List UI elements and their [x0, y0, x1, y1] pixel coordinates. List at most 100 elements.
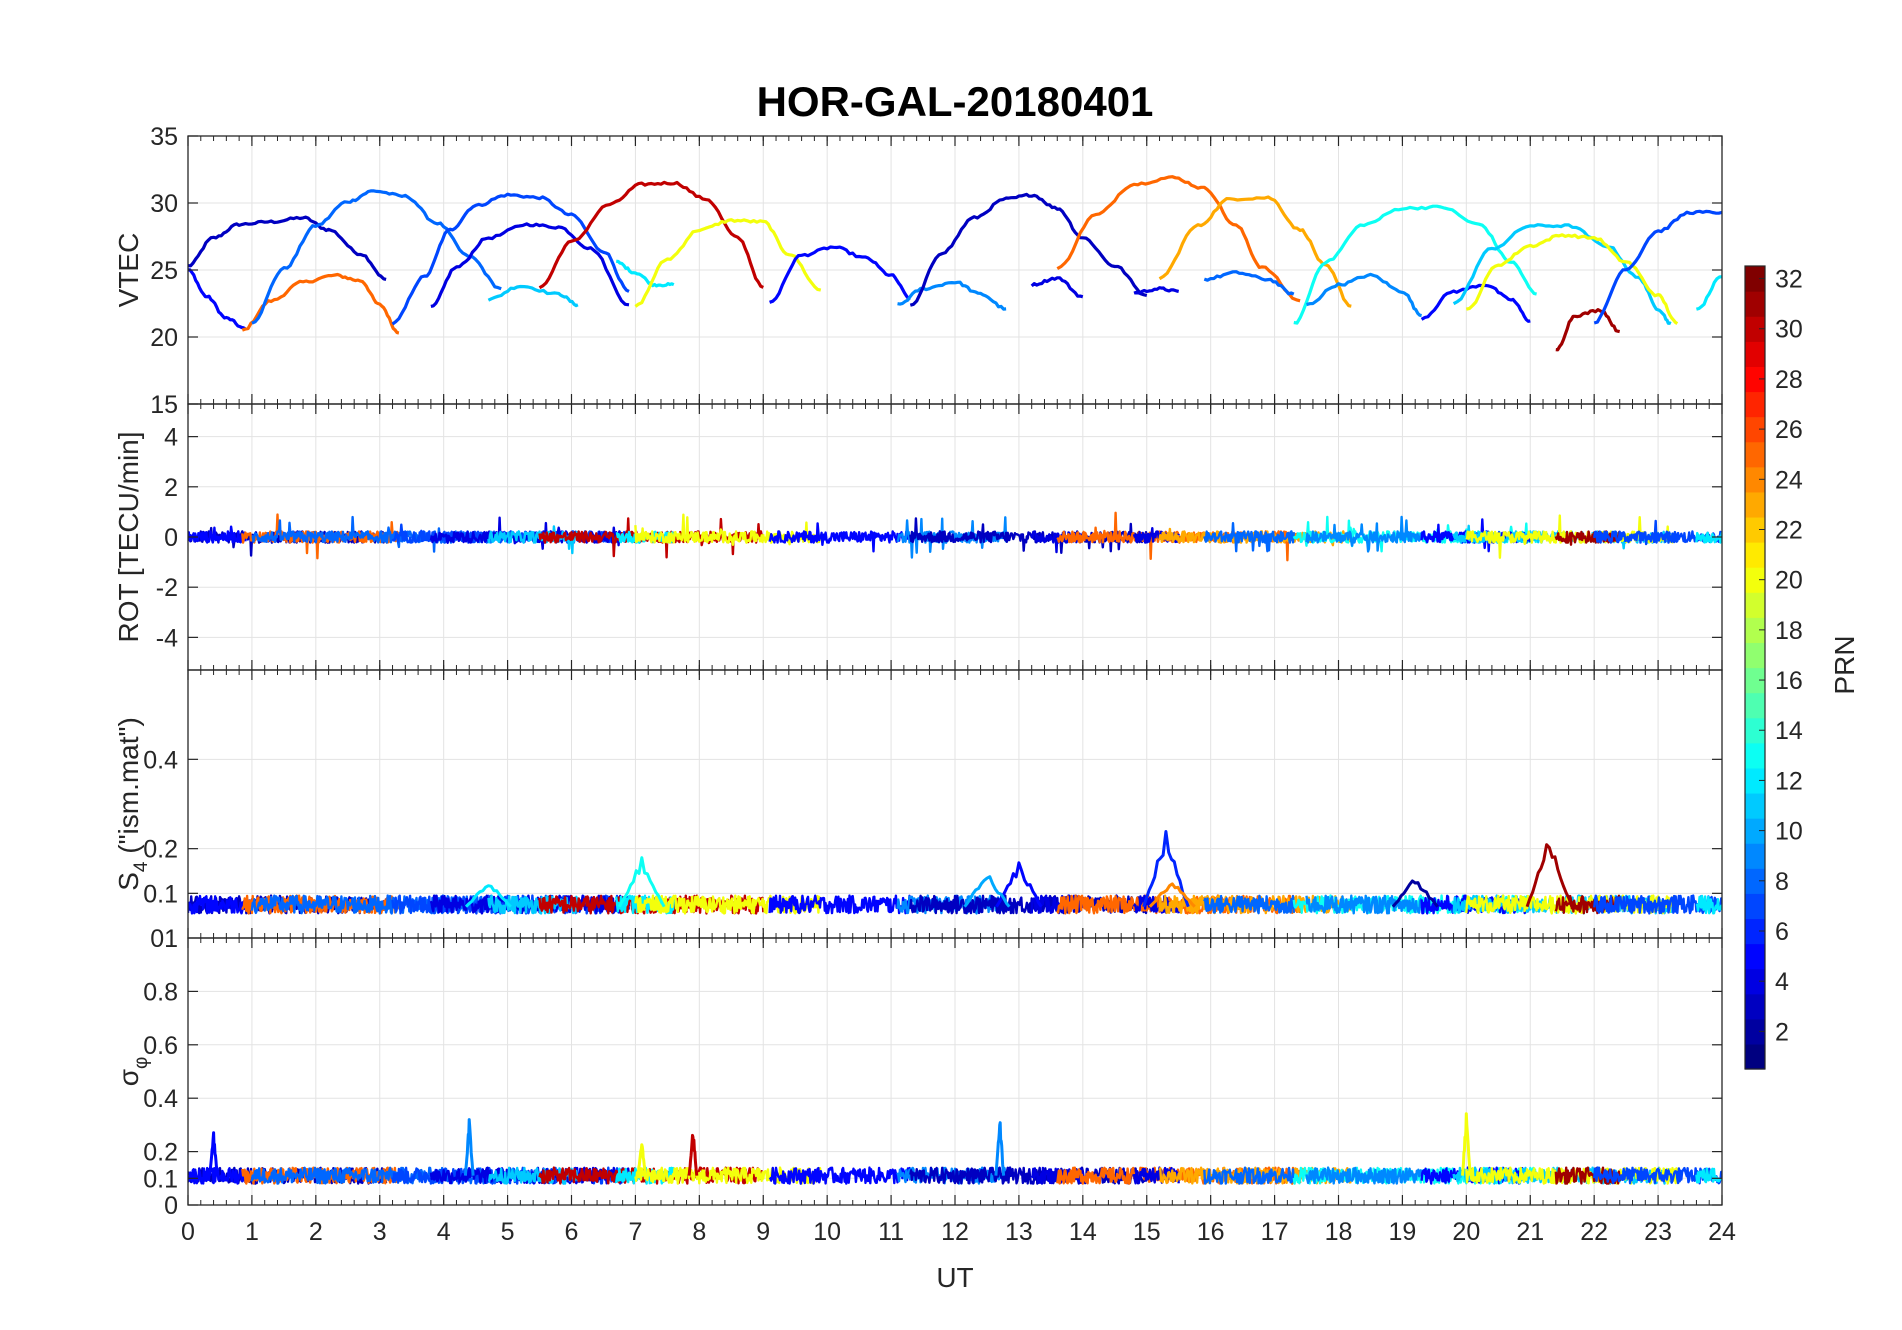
x-tick-label: 9: [756, 1218, 770, 1246]
colorbar-band: [1745, 968, 1765, 995]
x-tick-label: 1: [245, 1218, 259, 1246]
colorbar-band: [1745, 291, 1765, 317]
chart-title: HOR-GAL-20180401: [757, 78, 1154, 125]
vtec-series-prn-5: [1420, 283, 1531, 323]
vtec-series-prn-4: [430, 222, 630, 308]
y-tick-label: 35: [150, 123, 178, 151]
vtec-series-prn-25: [1056, 175, 1301, 303]
x-tick-label: 11: [878, 1218, 904, 1246]
colorbar-tick-label: 10: [1775, 818, 1803, 846]
x-tick-label: 19: [1389, 1218, 1417, 1246]
sigma-peak-prn-20: [636, 1143, 648, 1176]
s4-series-prn-4: [1132, 894, 1180, 914]
vtec-series-prn-11: [487, 284, 579, 308]
colorbar-tick-label: 4: [1775, 968, 1789, 996]
y-tick-label: -2: [156, 574, 178, 602]
colorbar-band: [1745, 818, 1765, 844]
vtec-series-prn-7: [1593, 209, 1722, 325]
s4-series-prn-9: [1305, 894, 1423, 915]
colorbar-band: [1745, 692, 1765, 719]
colorbar-band: [1745, 1018, 1765, 1045]
colorbar-band: [1745, 266, 1765, 292]
s4-peak-prn-12: [464, 884, 512, 908]
x-tick-label: 15: [1133, 1218, 1161, 1246]
s4-series-prn-12: [1695, 894, 1722, 915]
y-tick-label: 0.2: [143, 1139, 178, 1167]
vtec-series-prn-31: [1555, 308, 1621, 352]
panel-s4: 0.1 0.2 0.4 01 S4 ("ism.mat"): [113, 669, 1723, 953]
x-tick-label: 22: [1580, 1218, 1608, 1246]
sigma-peak-prn-5: [208, 1131, 219, 1176]
vtec-series-prn-30: [538, 180, 764, 290]
colorbar-tick-label: 24: [1775, 466, 1803, 494]
y-tick-label: 0.1: [143, 880, 178, 908]
x-tick-label: 3: [373, 1218, 387, 1246]
y-tick-label: -4: [156, 624, 178, 652]
data-s4: [188, 830, 1722, 915]
x-tick-label: 17: [1261, 1218, 1289, 1246]
colorbar-band: [1745, 918, 1765, 945]
sigma-peak-prn-20: [1461, 1112, 1472, 1176]
y-tick-label: 25: [150, 257, 178, 285]
y-tick-label: 0.4: [143, 746, 178, 774]
vtec-series-prn-5: [769, 245, 911, 304]
sigma-series-prn-7: [1593, 1166, 1722, 1185]
colorbar-band: [1745, 592, 1765, 618]
rot-series-prn-12: [1695, 531, 1722, 544]
colorbar-band: [1745, 366, 1765, 393]
x-tick-label: 0: [181, 1218, 195, 1246]
sigma-peak-prn-30: [687, 1133, 699, 1176]
y-tick-label: 15: [150, 391, 178, 419]
colorbar-tick-label: 12: [1775, 767, 1803, 795]
colorbar-band: [1745, 717, 1765, 744]
x-tick-label: 10: [813, 1218, 841, 1246]
colorbar-tick-label: 32: [1775, 266, 1803, 294]
x-tick-label: 21: [1516, 1218, 1544, 1246]
panel-rot: -4 -2 0 2 4 ROT [TECU/min]: [113, 403, 1723, 671]
colorbar-tick-label: 28: [1775, 366, 1803, 394]
sigma-series-prn-9: [1305, 1166, 1423, 1185]
vtec-series-prn-3: [909, 192, 1148, 307]
colorbar-tick-label: 16: [1775, 667, 1803, 695]
vtec-series-prn-13: [1293, 204, 1537, 325]
colorbar-band: [1745, 943, 1765, 970]
y-tick-label: 0.8: [143, 978, 178, 1006]
vtec-series-prn-12: [1695, 275, 1722, 311]
colorbar-band: [1745, 316, 1765, 342]
x-tick-label: 23: [1644, 1218, 1672, 1246]
y-tick-label: 01: [150, 925, 178, 953]
panel-vtec: 15 20 25 30 35 VTEC: [113, 123, 1723, 419]
colorbar-band: [1745, 516, 1765, 543]
s4-series-prn-8: [1203, 894, 1295, 915]
x-tick-label: 5: [501, 1218, 515, 1246]
s4-peak-prn-2: [1391, 879, 1439, 908]
sigma-series-prn-12: [1695, 1167, 1722, 1184]
rot-series-prn-9: [1305, 515, 1423, 553]
y-tick-label: 0.6: [143, 1032, 178, 1060]
vtec-series-prn-20: [634, 218, 822, 308]
x-axis-label: UT: [936, 1262, 973, 1293]
sigma-series-prn-4: [1132, 1166, 1180, 1185]
colorbar-band: [1745, 767, 1765, 794]
x-tick-label: 8: [692, 1218, 706, 1246]
colorbar-tick-label: 6: [1775, 918, 1789, 946]
x-tick-label: 4: [437, 1218, 451, 1246]
colorbar-band: [1745, 542, 1765, 568]
y-axis-label-vtec: VTEC: [113, 233, 144, 308]
vtec-series-prn-7: [391, 192, 630, 326]
vtec-series-prn-5: [188, 268, 247, 331]
sigma-peak-prn-9: [994, 1121, 1006, 1176]
vtec-series-prn-3: [188, 215, 387, 281]
rot-series-prn-8: [1203, 522, 1295, 553]
colorbar-band: [1745, 441, 1765, 468]
y-axis-label-rot: ROT [TECU/min]: [113, 431, 144, 642]
colorbar-band: [1745, 993, 1765, 1020]
colorbar-band: [1745, 868, 1765, 894]
colorbar-band: [1745, 667, 1765, 694]
colorbar-tick-label: 30: [1775, 316, 1803, 344]
s4-peak-prn-13: [618, 856, 666, 908]
colorbar-band: [1745, 567, 1765, 593]
sigma-series-prn-11: [487, 1166, 580, 1185]
